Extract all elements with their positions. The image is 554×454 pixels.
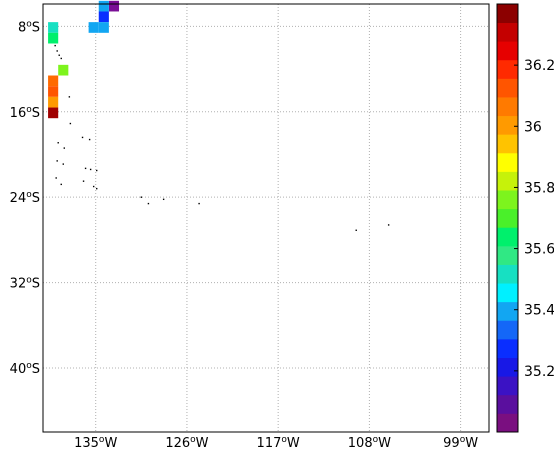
island-dot: [162, 198, 165, 201]
data-cell: [48, 22, 59, 33]
colorbar-segment: [497, 264, 518, 284]
map-frame: [42, 3, 490, 433]
island-dot: [355, 229, 357, 231]
lon-tick-label: 117oW: [257, 435, 300, 451]
colorbar-segment: [497, 357, 518, 377]
data-cell: [48, 96, 59, 108]
svg-text:8oS: 8oS: [18, 19, 40, 35]
colorbar-segment: [497, 413, 518, 433]
island-dot: [63, 147, 65, 149]
island-dot: [387, 224, 390, 226]
data-cell: [98, 11, 109, 23]
island-dot: [92, 185, 95, 188]
colorbar-segment: [497, 338, 518, 358]
svg-text:32oS: 32oS: [10, 276, 40, 292]
island-dot: [82, 180, 85, 182]
island-dot: [81, 136, 84, 139]
colorbar-segment: [497, 376, 518, 396]
island-dot: [89, 168, 92, 171]
island-dot: [60, 57, 62, 60]
map-data-cells: [48, 0, 120, 119]
svg-text:108oW: 108oW: [348, 435, 391, 451]
map-gridlines: [43, 4, 489, 432]
island-dot: [56, 160, 58, 162]
svg-text:16oS: 16oS: [10, 105, 40, 121]
colorbar-tick-label: 35.2: [524, 364, 554, 380]
svg-text:40oS: 40oS: [10, 361, 40, 377]
colorbar-segment: [497, 152, 518, 172]
colorbar-segment: [497, 190, 518, 210]
lat-tick-label: 8oS: [18, 19, 40, 35]
svg-text:135oW: 135oW: [74, 435, 117, 451]
colorbar-tick-label: 35.8: [524, 180, 554, 196]
lat-tick-labels: 8oS 16oS 24oS 32oS 40oS: [10, 19, 40, 377]
data-cell: [58, 64, 69, 76]
island-dot: [55, 177, 57, 179]
colorbar-segment: [497, 171, 518, 191]
island-dot: [96, 187, 98, 190]
colorbar-segment: [497, 394, 518, 414]
colorbar-frame: [496, 3, 519, 433]
lon-tick-label: 108oW: [348, 435, 391, 451]
lon-tick-label: 99oW: [443, 435, 478, 451]
colorbar-segment: [497, 78, 518, 98]
data-cell: [48, 86, 59, 97]
colorbar-segment: [497, 301, 518, 321]
colorbar-segment: [497, 97, 518, 117]
data-cell: [98, 0, 109, 12]
island-dot: [88, 138, 91, 141]
island-dot: [140, 196, 143, 198]
colorbar-segment: [497, 41, 518, 61]
lat-tick-label: 40oS: [10, 361, 40, 377]
data-cell: [48, 32, 59, 44]
data-cell: [108, 0, 120, 12]
lon-tick-label: 126oW: [165, 435, 208, 451]
colorbar-segment: [497, 115, 518, 135]
colorbar-tick-label: 35.4: [524, 303, 554, 319]
colorbar-segment: [497, 4, 518, 24]
island-dot: [57, 142, 59, 144]
map-islands: [54, 44, 390, 231]
colorbar-tick-label: 36: [524, 119, 542, 135]
svg-text:117oW: 117oW: [257, 435, 300, 451]
lon-tick-label: 135oW: [74, 435, 117, 451]
colorbar-segment: [497, 227, 518, 247]
island-dot: [69, 122, 72, 125]
island-dot: [54, 44, 56, 47]
island-dot: [56, 50, 58, 52]
island-dot: [198, 202, 200, 205]
data-cell: [88, 22, 99, 33]
island-dot: [147, 202, 150, 205]
svg-text:126oW: 126oW: [165, 435, 208, 451]
data-cell: [98, 22, 109, 33]
colorbar-tick-label: 36.2: [524, 58, 554, 74]
data-cell: [48, 107, 59, 119]
colorbar-segment: [497, 283, 518, 303]
colorbar: 35.2 35.4 35.6 35.8 36 36.2: [496, 3, 554, 433]
lat-tick-label: 32oS: [10, 276, 40, 292]
island-dot: [84, 167, 87, 170]
island-dot: [96, 169, 98, 172]
lat-tick-label: 16oS: [10, 105, 40, 121]
lon-tick-labels: 135oW 126oW 117oW 108oW 99oW: [74, 435, 478, 451]
colorbar-segment: [497, 22, 518, 42]
island-dot: [58, 54, 60, 56]
colorbar-tick-label: 35.6: [524, 242, 554, 258]
colorbar-segment: [497, 320, 518, 340]
svg-text:99oW: 99oW: [443, 435, 478, 451]
colorbar-segment: [497, 208, 518, 228]
island-dot: [68, 96, 71, 98]
data-cell: [48, 75, 59, 87]
colorbar-segment: [497, 245, 518, 265]
colorbar-segment: [497, 134, 518, 154]
colorbar-segment: [497, 59, 518, 79]
island-dot: [60, 183, 62, 186]
svg-text:24oS: 24oS: [10, 190, 40, 206]
lat-tick-label: 24oS: [10, 190, 40, 206]
island-dot: [62, 163, 64, 165]
